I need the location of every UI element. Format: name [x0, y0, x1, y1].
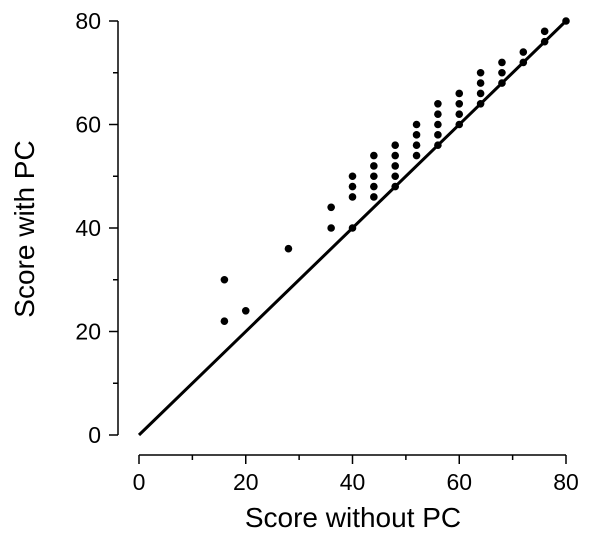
x-tick-label: 80: [553, 469, 579, 495]
x-axis-label: Score without PC: [245, 502, 461, 533]
data-point: [370, 172, 378, 181]
data-point: [327, 203, 335, 212]
data-point: [498, 68, 506, 77]
y-tick-label: 40: [75, 215, 101, 241]
data-point: [391, 151, 400, 160]
data-point: [391, 141, 400, 149]
data-point: [498, 79, 506, 87]
data-point: [284, 244, 293, 253]
data-point: [348, 224, 357, 232]
x-tick-label: 60: [446, 469, 472, 495]
data-point: [455, 89, 464, 98]
data-point: [519, 48, 528, 56]
data-point: [434, 100, 442, 108]
data-point: [412, 120, 421, 129]
data-point: [370, 182, 378, 191]
data-point: [412, 151, 421, 160]
data-point: [348, 193, 357, 201]
data-point: [241, 307, 250, 315]
data-point: [434, 131, 442, 139]
data-point: [476, 68, 485, 77]
data-point: [391, 172, 400, 181]
y-axis-label: Score with PC: [9, 140, 40, 317]
data-point: [412, 141, 421, 149]
data-point: [348, 182, 357, 191]
data-point: [540, 37, 549, 46]
data-point: [370, 162, 378, 170]
data-point: [220, 275, 229, 284]
data-point: [348, 172, 357, 181]
data-point: [562, 17, 570, 25]
data-point: [540, 27, 549, 36]
data-point: [391, 162, 400, 170]
data-point: [391, 182, 400, 191]
data-point: [476, 100, 485, 108]
y-tick-label: 60: [75, 112, 101, 138]
axes: 0 20 40 60 80 0 20 40 60 80: [75, 8, 578, 495]
data-point: [434, 120, 442, 129]
data-point: [327, 224, 335, 232]
data-point: [220, 317, 229, 325]
data-point: [455, 110, 464, 118]
x-tick-label: 0: [133, 469, 146, 495]
data-point: [476, 79, 485, 87]
x-tick-label: 20: [233, 469, 259, 495]
data-point: [498, 58, 506, 67]
y-tick-label: 80: [75, 8, 101, 34]
data-point: [370, 193, 378, 201]
data-point: [434, 110, 442, 118]
data-point: [412, 131, 421, 139]
x-tick-label: 40: [340, 469, 366, 495]
data-point: [370, 151, 378, 160]
y-tick-label: 20: [75, 319, 101, 345]
data-point: [455, 100, 464, 108]
data-points: [220, 17, 570, 325]
y-tick-label: 0: [88, 422, 101, 448]
data-point: [434, 141, 442, 149]
data-point: [476, 89, 485, 98]
data-point: [455, 120, 464, 129]
data-point: [519, 58, 528, 67]
